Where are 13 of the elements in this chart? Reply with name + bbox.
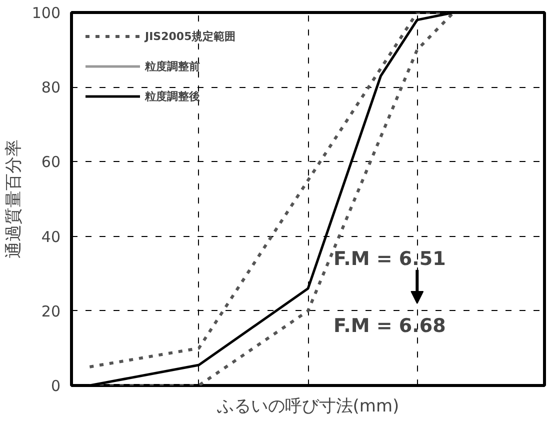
legend-label: 粒度調整前 bbox=[145, 58, 200, 74]
y-tick-label: 0 bbox=[50, 377, 61, 395]
y-tick-label: 80 bbox=[41, 78, 61, 97]
legend-label: JIS2005規定範囲 bbox=[145, 28, 236, 44]
y-tick-label: 40 bbox=[41, 228, 61, 246]
y-tick-label: 20 bbox=[41, 302, 61, 320]
annotation: F.M = 6.68 bbox=[333, 315, 446, 338]
y-tick-label: 60 bbox=[41, 153, 61, 172]
y-tick-label: 100 bbox=[32, 4, 61, 22]
y-axis-title: 通過質量百分率 bbox=[4, 140, 24, 258]
annotation: F.M = 6.51 bbox=[333, 248, 446, 270]
x-axis-title: ふるいの呼び寸法(mm) bbox=[216, 396, 400, 416]
legend-label: 粒度調整後 bbox=[145, 88, 200, 104]
